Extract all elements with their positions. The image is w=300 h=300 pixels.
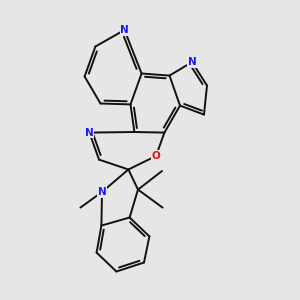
Text: N: N — [120, 25, 129, 35]
Text: N: N — [188, 57, 196, 67]
Text: O: O — [152, 151, 160, 161]
Text: N: N — [85, 128, 94, 138]
Text: N: N — [98, 187, 106, 197]
